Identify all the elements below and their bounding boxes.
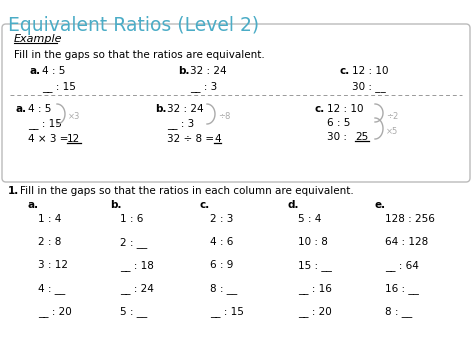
Text: c.: c. xyxy=(315,104,325,114)
Text: __ : 15: __ : 15 xyxy=(210,306,244,317)
Text: 15 : __: 15 : __ xyxy=(298,260,332,271)
Text: d.: d. xyxy=(288,200,300,210)
Text: 8 : __: 8 : __ xyxy=(385,306,412,317)
Text: c.: c. xyxy=(340,66,350,76)
Text: __ : 64: __ : 64 xyxy=(385,260,419,271)
Text: 10 : 8: 10 : 8 xyxy=(298,237,328,247)
Text: __ : 18: __ : 18 xyxy=(120,260,154,271)
Text: 25: 25 xyxy=(355,132,368,142)
Text: 30 : __: 30 : __ xyxy=(352,81,386,92)
Text: 8 : __: 8 : __ xyxy=(210,283,237,294)
Text: 4 : __: 4 : __ xyxy=(38,283,65,294)
Text: __ : 20: __ : 20 xyxy=(38,306,72,317)
Text: 4 × 3 =: 4 × 3 = xyxy=(28,134,72,144)
Text: 16 : __: 16 : __ xyxy=(385,283,419,294)
Text: ×3: ×3 xyxy=(68,112,81,121)
Text: ×5: ×5 xyxy=(386,127,398,136)
Text: 12 : 10: 12 : 10 xyxy=(352,66,389,76)
Text: Example: Example xyxy=(14,34,63,44)
FancyBboxPatch shape xyxy=(2,24,470,182)
Text: 64 : 128: 64 : 128 xyxy=(385,237,428,247)
Text: 128 : 256: 128 : 256 xyxy=(385,214,435,224)
Text: 2 : __: 2 : __ xyxy=(120,237,147,248)
Text: 32 : 24: 32 : 24 xyxy=(190,66,227,76)
Text: b.: b. xyxy=(155,104,166,114)
Text: 2 : 8: 2 : 8 xyxy=(38,237,61,247)
Text: a.: a. xyxy=(28,200,39,210)
Text: ÷2: ÷2 xyxy=(386,112,398,121)
Text: a.: a. xyxy=(30,66,41,76)
Text: __ : 3: __ : 3 xyxy=(190,81,217,92)
Text: 32 ÷ 8 =: 32 ÷ 8 = xyxy=(167,134,218,144)
Text: ÷8: ÷8 xyxy=(218,112,230,121)
Text: 6 : 5: 6 : 5 xyxy=(327,118,350,128)
Text: e.: e. xyxy=(375,200,386,210)
Text: __ : 16: __ : 16 xyxy=(298,283,332,294)
Text: __ : 24: __ : 24 xyxy=(120,283,154,294)
Text: b.: b. xyxy=(178,66,190,76)
Text: __ : 20: __ : 20 xyxy=(298,306,332,317)
Text: 3 : 12: 3 : 12 xyxy=(38,260,68,270)
Text: __ : 15: __ : 15 xyxy=(42,81,76,92)
Text: Fill in the gaps so that the ratios in each column are equivalent.: Fill in the gaps so that the ratios in e… xyxy=(20,186,354,196)
Text: 6 : 9: 6 : 9 xyxy=(210,260,233,270)
Text: 1.: 1. xyxy=(8,186,19,196)
Text: 32 : 24: 32 : 24 xyxy=(167,104,204,114)
Text: 12 : 10: 12 : 10 xyxy=(327,104,364,114)
Text: 30 :: 30 : xyxy=(327,132,350,142)
Text: 4 : 6: 4 : 6 xyxy=(210,237,233,247)
Text: 1 : 4: 1 : 4 xyxy=(38,214,61,224)
Text: 2 : 3: 2 : 3 xyxy=(210,214,233,224)
Text: __ : 3: __ : 3 xyxy=(167,118,194,129)
Text: 5 : __: 5 : __ xyxy=(120,306,147,317)
Text: __ : 15: __ : 15 xyxy=(28,118,62,129)
Text: 5 : 4: 5 : 4 xyxy=(298,214,321,224)
Text: 12: 12 xyxy=(67,134,80,144)
Text: b.: b. xyxy=(110,200,121,210)
Text: Fill in the gaps so that the ratios are equivalent.: Fill in the gaps so that the ratios are … xyxy=(14,50,265,60)
Text: 4: 4 xyxy=(214,134,220,144)
Text: a.: a. xyxy=(16,104,27,114)
Text: 1 : 6: 1 : 6 xyxy=(120,214,143,224)
Text: 4 : 5: 4 : 5 xyxy=(28,104,51,114)
Text: Equivalent Ratios (Level 2): Equivalent Ratios (Level 2) xyxy=(8,16,259,35)
Text: c.: c. xyxy=(200,200,210,210)
Text: 4 : 5: 4 : 5 xyxy=(42,66,65,76)
